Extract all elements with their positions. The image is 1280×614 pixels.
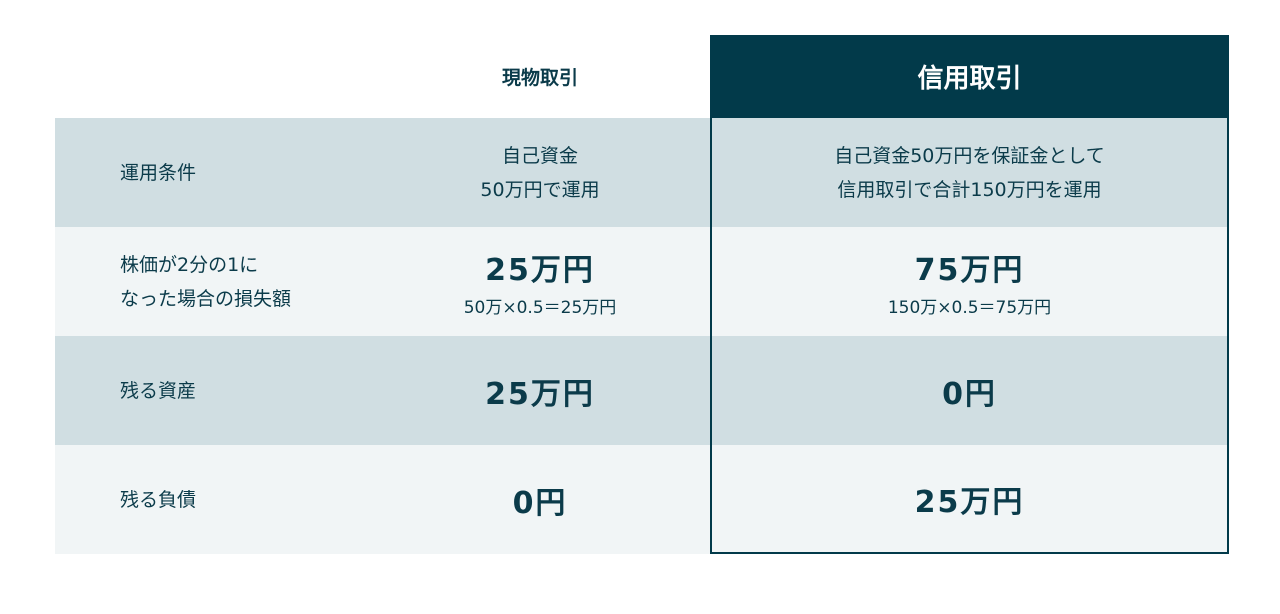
spot-cell: 0円	[370, 445, 710, 554]
row-label: 運用条件	[120, 161, 197, 184]
table-row: 残る資産 25万円 0円	[55, 336, 1229, 445]
header-empty	[55, 35, 370, 118]
header-margin: 信用取引	[710, 35, 1229, 118]
margin-cell: 25万円	[710, 445, 1229, 554]
row-label: 株価が2分の1になった場合の損失額	[55, 227, 370, 336]
value: 25万円	[914, 484, 1025, 520]
spot-cell: 自己資金 50万円で運用	[370, 118, 710, 227]
row-label: 残る資産	[120, 379, 197, 402]
table-row: 残る負債 0円 25万円	[55, 445, 1229, 554]
cell-line: 信用取引で合計150万円を運用	[837, 178, 1102, 201]
table-row: 運用条件 自己資金 50万円で運用 自己資金50万円を保証金として 信用取引で合計1…	[55, 118, 1229, 227]
margin-cell: 0円	[710, 336, 1229, 445]
cell-line: 自己資金	[501, 144, 578, 167]
value: 75万円	[914, 253, 1025, 288]
table-row: 株価が2分の1になった場合の損失額 25万円 50万×0.5＝25万円 75万円 1…	[55, 227, 1229, 336]
formula: 50万×0.5＝25万円	[463, 298, 617, 318]
cell-line: 50万円で運用	[480, 178, 600, 201]
comparison-table: 現物取引 信用取引 運用条件 自己資金 50万円で運用 自己資金50万円を保証金と…	[55, 35, 1229, 554]
header-spot: 現物取引	[370, 35, 710, 118]
value: 25万円	[485, 253, 595, 288]
row-label: 残る負債	[120, 488, 197, 511]
label-line: なった場合の損失額	[120, 287, 292, 310]
spot-cell: 25万円	[370, 336, 710, 445]
cell-line: 自己資金50万円を保証金として	[834, 144, 1105, 167]
header-row: 現物取引 信用取引	[55, 35, 1229, 118]
margin-cell: 自己資金50万円を保証金として 信用取引で合計150万円を運用	[710, 118, 1229, 227]
label-line: 株価が2分の1に	[120, 253, 259, 276]
value: 0円	[512, 485, 568, 521]
spot-cell: 25万円 50万×0.5＝25万円	[370, 227, 710, 336]
value: 25万円	[485, 376, 595, 412]
value: 0円	[942, 376, 997, 412]
margin-cell: 75万円 150万×0.5＝75万円	[710, 227, 1229, 336]
formula: 150万×0.5＝75万円	[887, 298, 1052, 318]
